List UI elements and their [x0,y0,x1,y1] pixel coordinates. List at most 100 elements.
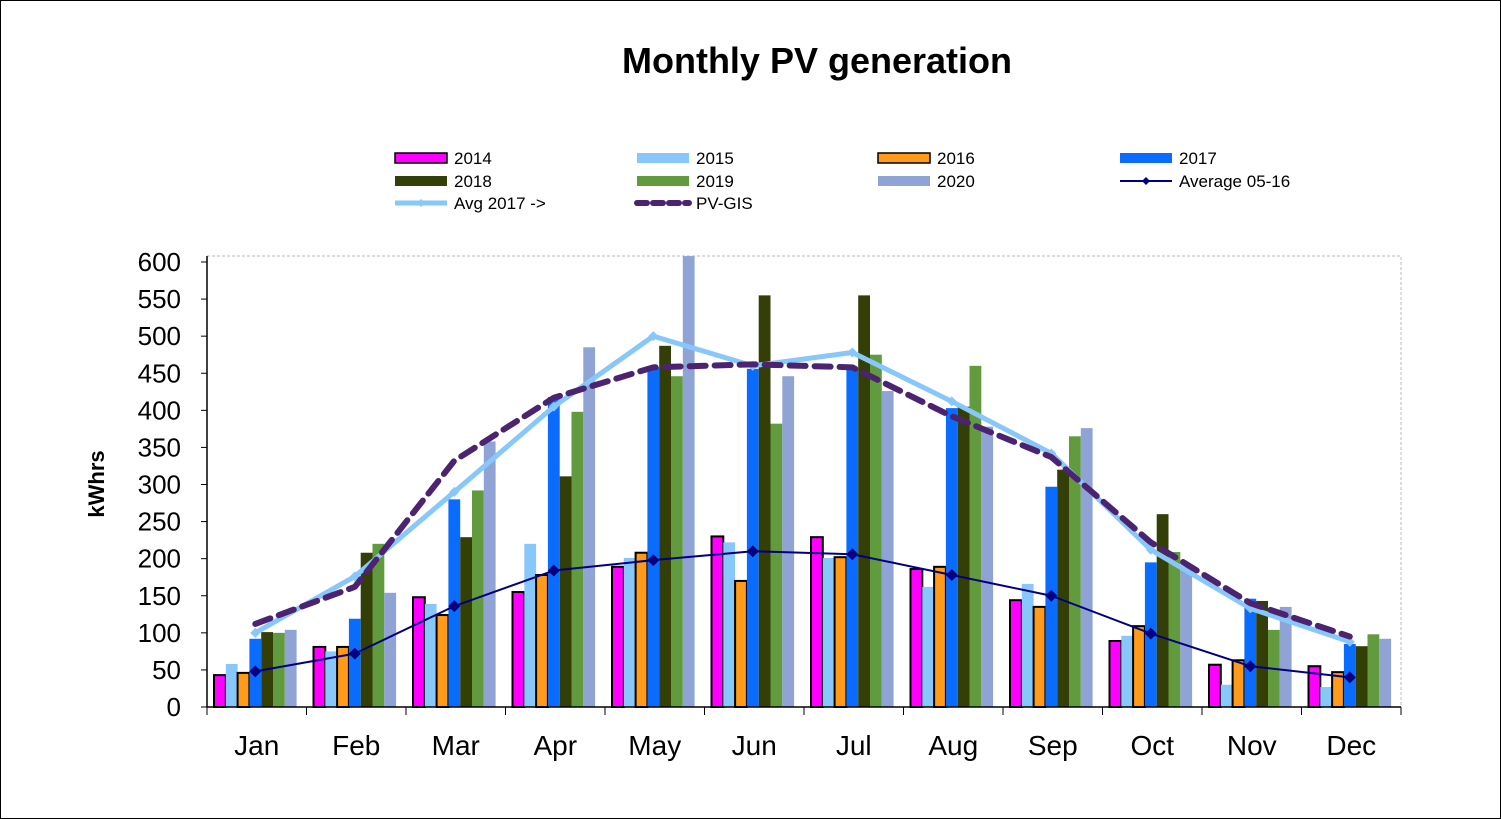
marker-Avg 2017 ->-Aug [946,396,957,407]
x-tick-label: May [628,730,681,761]
bar-2020-Mar [483,441,496,707]
y-tick-label: 100 [138,618,181,648]
bar-2015-May [623,557,636,707]
bar-2019-Dec [1367,634,1380,707]
legend-label-2014: 2014 [454,149,492,168]
x-tick-label: Sep [1028,730,1078,761]
legend: 2014 2015 2016 2017 2018 2019 2020 Average 05-1… [394,149,1290,213]
bar-2015-Nov [1220,684,1233,707]
bar-2014-Sep [1009,599,1023,709]
x-tick-label: Feb [332,730,380,761]
bar-2020-Aug [981,426,994,707]
bar-2019-Jun [770,423,783,707]
marker-Average 05-16-Apr [547,564,560,577]
x-tick-label: Jun [732,730,777,761]
bar-2018-Nov [1256,600,1268,707]
bar-2018-Jun [758,295,771,707]
x-tick-label: Dec [1326,730,1376,761]
legend-label-2017: 2017 [1179,149,1217,168]
bar-2015-Oct [1121,635,1134,707]
bar-2014-Jul [810,536,824,708]
bar-2016-Jan [236,671,251,709]
x-tick-label: Aug [928,730,978,761]
legend-swatch-2015 [637,153,689,163]
bar-2017-Feb [348,618,361,707]
bar-2019-Jul [870,354,882,707]
bar-2015-Mar [424,603,437,707]
marker-Avg 2017 ->-Dec [1344,636,1355,647]
bar-2020-Sep [1080,428,1093,707]
bar-2015-Jun [723,542,736,707]
legend-label-PV-GIS: PV-GIS [696,194,753,213]
bar-2019-Apr [571,411,584,707]
marker-Average 05-16-Dec [1343,671,1356,684]
bar-2016-Oct [1132,625,1146,708]
bar-2015-Aug [922,586,935,707]
bar-2014-Aug [909,568,924,708]
legend-label-Average 05-16: Average 05-16 [1179,172,1290,191]
y-tick-label: 300 [138,470,181,500]
line-Avg 2017 -> [254,333,1351,645]
bar-2020-Jan [284,629,297,707]
bar-2018-May [659,345,671,707]
legend-swatch-2017 [1120,153,1172,163]
legend-label-2018: 2018 [454,172,492,191]
marker-Average 05-16-Jun [746,545,759,558]
bar-2019-May [671,376,683,707]
legend-swatch-2016 [877,152,931,164]
legend-swatch-2018 [395,176,447,186]
bar-2016-May [634,551,649,708]
y-tick-label: 0 [167,692,181,722]
bar-2019-Feb [372,543,385,707]
marker-Average 05-16-Aug [945,568,958,581]
legend-label-2015: 2015 [696,149,734,168]
bar-2015-Sep [1021,583,1034,707]
y-tick-label: 400 [138,395,181,425]
bar-2018-Dec [1355,646,1368,707]
bar-2014-Feb [312,645,327,708]
y-axis-label: kWhrs [84,450,109,517]
y-tick-label: 600 [138,247,181,277]
bar-2016-Jul [833,556,848,709]
bar-2017-Jun [746,368,759,707]
bar-2017-Aug [945,408,958,707]
bar-2015-Apr [524,543,537,707]
marker-Avg 2017 ->-May [648,331,659,342]
bar-2016-Mar [435,614,450,708]
bar-2014-Nov [1208,663,1222,708]
bar-2014-Oct [1108,639,1123,708]
bar-2020-Dec [1379,638,1392,707]
y-tick-label: 500 [138,321,181,351]
bar-2016-Nov [1231,659,1246,709]
marker-Avg 2017 ->-Apr [548,401,559,412]
bar-2015-Dec [1320,686,1333,707]
bar-2016-Sep [1032,605,1047,708]
y-tick-label: 450 [138,358,181,388]
x-tick-label: Jan [234,730,279,761]
bar-2020-May [682,256,695,707]
marker-Average 05-16-May [647,554,660,567]
marker-Avg 2017 ->-Jan [250,627,261,638]
marker-Avg 2017 ->-Mar [449,486,460,497]
bar-2015-Feb [325,651,338,707]
y-tick-label: 350 [138,432,181,462]
y-tick-label: 200 [138,544,181,574]
legend-label-Avg 2017 ->: Avg 2017 -> [454,194,546,213]
x-tick-label: Jul [836,730,872,761]
marker-Average 05-16-Mar [448,600,461,613]
marker-Avg 2017 ->-Oct [1145,544,1156,555]
bar-2019-Oct [1168,551,1181,707]
legend-label-2019: 2019 [696,172,734,191]
y-tick-label: 250 [138,507,181,537]
bar-2019-Jan [273,632,285,707]
legend-marker-Average 05-16 [1142,177,1150,185]
bar-2017-Apr [547,396,560,707]
x-tick-label: Mar [432,730,480,761]
plot-area: 0 50 100 150 200 250 300 350 400 450 500 550 600 Jan F… [138,247,1402,761]
marker-Average 05-16-Oct [1144,627,1157,640]
bar-2020-Jul [881,391,894,707]
x-tick-label: Nov [1227,730,1277,761]
bar-2016-Aug [933,565,947,709]
bar-2020-Jun [782,376,795,707]
